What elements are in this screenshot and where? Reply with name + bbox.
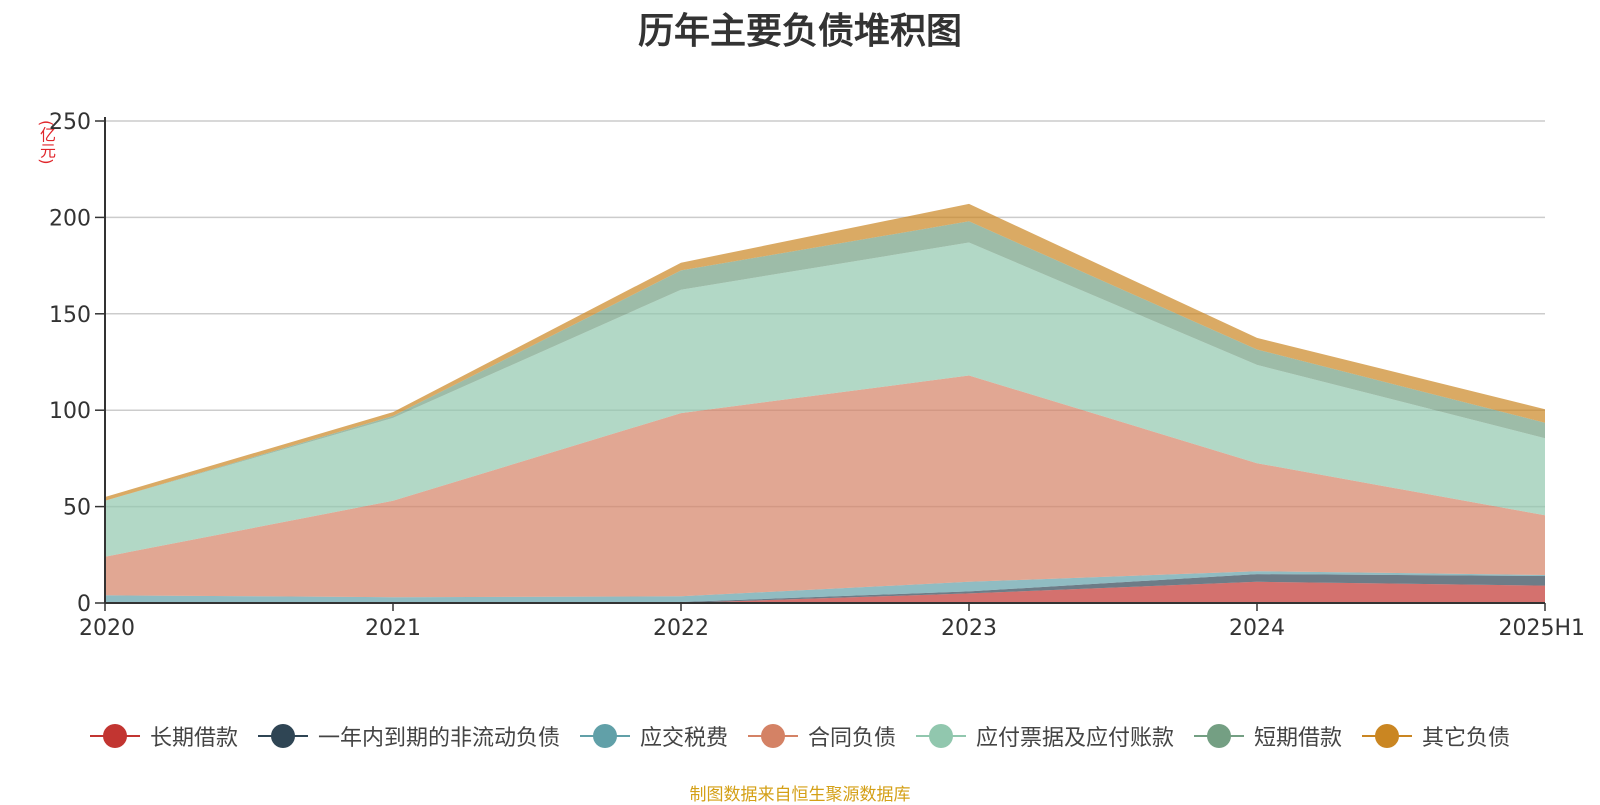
legend-marker-icon (916, 724, 966, 748)
legend-marker-icon (579, 724, 630, 748)
area-series-1 (105, 581, 1545, 603)
legend-marker-icon (1194, 724, 1245, 748)
chart-title: 历年主要负债堆积图 (637, 11, 962, 52)
legend-marker-icon (747, 724, 798, 748)
legend-marker-icon (257, 724, 308, 748)
legend-label: 一年内到期的非流动负债 (317, 726, 560, 751)
legend-marker-icon (89, 724, 140, 748)
legend-label: 应交税费 (639, 726, 728, 751)
legend-label: 短期借款 (1254, 726, 1343, 751)
y-tick-label: 150 (49, 303, 91, 328)
y-tick-label: 50 (63, 496, 91, 521)
legend-item[interactable]: 其它负债 (1362, 720, 1510, 752)
legend-item[interactable]: 应付票据及应付账款 (916, 720, 1174, 752)
area-series-3 (105, 571, 1545, 603)
x-tick-label: 2021 (365, 616, 421, 641)
legend-label: 合同负债 (807, 726, 896, 751)
area-series-4 (105, 375, 1545, 598)
y-tick-label: 0 (77, 592, 91, 617)
legend-item[interactable]: 一年内到期的非流动负债 (257, 720, 560, 752)
area-series-6 (105, 221, 1545, 501)
chart-legend: 长期借款 一年内到期的非流动负债 应交税费 合同负债 应付票据及应付账款 短期借款 其它负债 (0, 720, 1600, 752)
x-tick-label: 2024 (1229, 616, 1285, 641)
area-series-5 (105, 242, 1545, 557)
legend-marker-icon (1362, 724, 1413, 748)
y-tick-label: 250 (49, 110, 91, 135)
legend-label: 长期借款 (149, 726, 238, 751)
legend-item[interactable]: 合同负债 (747, 720, 896, 752)
legend-label: 其它负债 (1422, 726, 1511, 751)
area-series-2 (105, 574, 1545, 603)
x-tick-label: 2023 (941, 616, 997, 641)
legend-label: 应付票据及应付账款 (976, 726, 1175, 751)
stacked-area-chart: 0 50 100 150 200 250 2020 2021 2022 2023 2024 2025H… (49, 110, 1585, 641)
legend-item[interactable]: 应交税费 (579, 720, 728, 752)
data-source-note: 制图数据来自恒生聚源数据库 (689, 785, 911, 805)
legend-item[interactable]: 长期借款 (89, 720, 238, 752)
legend-item[interactable]: 短期借款 (1194, 720, 1342, 752)
y-tick-label: 100 (49, 399, 91, 424)
x-tick-label: 2020 (79, 616, 135, 641)
y-tick-label: 200 (49, 206, 91, 231)
x-tick-label: 2025H1 (1498, 616, 1585, 641)
x-tick-label: 2022 (653, 616, 709, 641)
y-axis-unit-label: (亿元) (37, 120, 56, 165)
